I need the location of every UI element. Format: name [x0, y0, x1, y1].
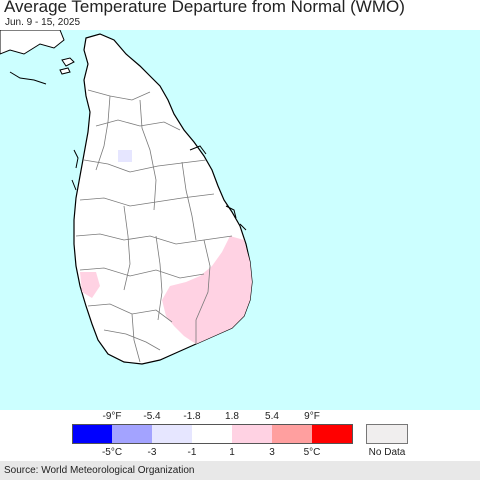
legend-swatch-5 — [232, 424, 273, 444]
temperature-map — [0, 30, 480, 410]
f-tick-3: -1.8 — [183, 411, 201, 422]
c-tick-1: -5°C — [101, 447, 123, 458]
c-tick-5: 3 — [269, 447, 275, 458]
legend-swatch-4 — [192, 424, 233, 444]
f-tick-2: -5.4 — [143, 411, 161, 422]
northern-islands — [59, 57, 75, 75]
no-data-swatch — [366, 424, 408, 444]
legend-swatch-3 — [152, 424, 193, 444]
f-tick-4: 1.8 — [225, 411, 239, 422]
district-boundaries — [75, 89, 233, 363]
legend-swatch-2 — [112, 424, 153, 444]
above-normal-region-west — [80, 272, 100, 298]
legend-swatch-1 — [72, 424, 113, 444]
c-tick-6: 5°C — [303, 447, 321, 458]
west-lagoon — [71, 149, 79, 191]
no-data-label: No Data — [368, 447, 406, 458]
c-tick-2: -3 — [147, 447, 157, 458]
east-coast-inlets — [189, 145, 247, 231]
legend-swatch-6 — [272, 424, 313, 444]
map-title: Average Temperature Departure from Norma… — [4, 0, 405, 16]
ocean — [0, 30, 480, 410]
f-tick-6: 9°F — [304, 411, 320, 422]
above-normal-region-east — [162, 236, 252, 344]
source-credit: Source: World Meteorological Organizatio… — [0, 461, 480, 480]
c-tick-4: 1 — [229, 447, 235, 458]
below-normal-patch — [118, 150, 132, 162]
color-legend: -9°F -5.4 -1.8 1.8 5.4 9°F -5°C -3 -1 1 … — [0, 410, 480, 460]
india-coast — [0, 30, 65, 55]
c-tick-3: -1 — [187, 447, 197, 458]
f-tick-5: 5.4 — [265, 411, 279, 422]
date-range: Jun. 9 - 15, 2025 — [5, 17, 81, 28]
f-tick-1: -9°F — [102, 411, 122, 422]
legend-swatch-7 — [312, 424, 353, 444]
adams-bridge — [9, 71, 47, 85]
